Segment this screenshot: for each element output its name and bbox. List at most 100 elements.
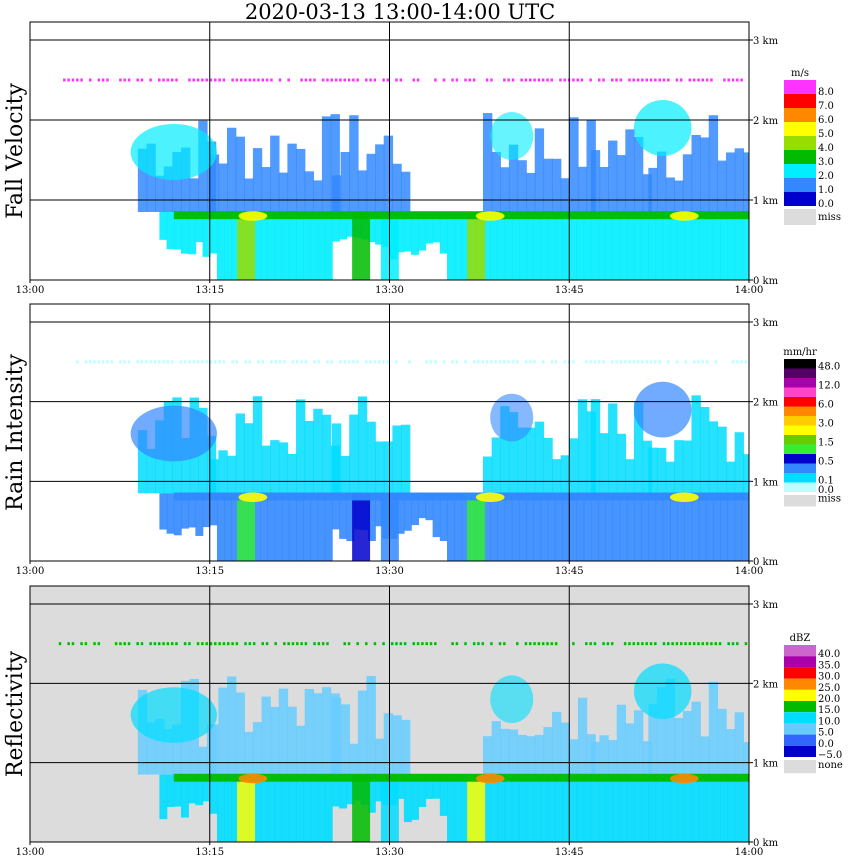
clutter-pixel [71,78,75,82]
clutter-pixel [684,642,687,646]
clutter-pixel [718,642,722,646]
clutter-pixel [214,360,217,364]
cloud-column [508,144,519,212]
rain-column [684,774,693,842]
clutter-pixel [356,78,359,82]
grid [30,22,749,280]
legend-swatch [784,378,816,388]
cloud-column [708,421,719,494]
legend-swatch [784,444,816,454]
cloud-column [633,136,644,212]
clutter-pixel [667,642,670,646]
time-tick-label: 14:00 [735,285,764,296]
clutter-pixel [283,642,286,646]
clutter-pixel [300,360,303,364]
cloud-column [331,423,342,494]
rain-column [396,774,405,799]
cloud-column [482,736,493,775]
legend-label: 7.0 [818,101,834,112]
cloud-column [321,414,332,494]
rain-column [303,493,312,561]
clutter-pixel [149,360,152,364]
clutter-pixel [472,78,476,82]
clutter-pixel [192,360,195,364]
clutter-pixel [274,360,277,364]
clutter-pixel [80,642,83,646]
cloud-column [270,135,280,212]
clutter-pixel [399,78,403,82]
legend-swatch [784,108,816,122]
rain-column [461,212,470,280]
clutter-pixel [300,642,303,646]
clutter-pixel [321,78,325,82]
clutter-pixel [106,360,109,364]
rain-column [533,774,542,842]
clutter-pixel [123,360,126,364]
legend-label: 0.1 [818,476,834,487]
legend-label: 30.0 [818,672,840,683]
rain-column [648,493,657,561]
clutter-pixel [649,78,653,82]
rain-column [281,493,290,561]
height-tick-label: 0 km [753,557,779,568]
clutter-line [58,642,748,646]
cloud-column [674,180,684,212]
rain-column [331,493,340,530]
cloud-column [392,425,402,494]
clutter-pixel [636,78,640,82]
cloud-column [401,424,411,494]
rain-column [324,774,333,842]
rain-column [669,774,678,842]
rain-shaft [467,774,486,842]
rain-column [691,212,700,280]
rain-column [518,493,527,561]
rain-column [612,493,621,561]
clutter-pixel [455,78,459,82]
clutter-pixel [498,642,502,646]
cloud-column [656,151,667,212]
legend-label: 1.5 [818,438,834,449]
rain-column [691,493,700,561]
clutter-pixel [503,78,506,82]
rain-column [288,212,297,280]
cloud-column [656,686,667,775]
clutter-pixel [701,78,705,82]
clutter-pixel [434,78,437,82]
clutter-pixel [395,78,398,82]
cloud-column [349,115,359,212]
rain-column [590,493,599,561]
rain-column [734,212,743,280]
rain-column [403,493,412,531]
clutter-pixel [218,642,221,646]
cloud-column [569,438,579,494]
rain-column [461,774,470,842]
rain-column [447,774,455,842]
rain-column [497,493,506,561]
rain-column [576,493,585,561]
clutter-pixel [97,78,101,82]
cloud-column [383,713,394,775]
rain-column [526,774,535,842]
legend-swatch [784,482,816,492]
clutter-pixel [490,78,493,82]
clutter-pixel [442,360,446,364]
clutter-pixel [162,78,165,82]
rain-column [547,774,556,842]
rain-column [662,493,671,561]
rain-column [346,212,355,237]
clutter-pixel [408,360,411,364]
rain-column [216,212,225,280]
clutter-pixel [524,78,528,82]
legend-swatch [784,667,816,679]
clutter-pixel [166,642,170,646]
heatmap-area [30,22,749,280]
clutter-pixel [261,78,265,82]
clutter-pixel [162,642,165,646]
clutter-pixel [632,78,636,82]
clutter-pixel [352,360,355,364]
cloud-column [526,172,536,212]
rain-column [641,774,650,842]
clutter-pixel [248,360,252,364]
rain-column [518,774,527,842]
clutter-pixel [628,360,631,364]
